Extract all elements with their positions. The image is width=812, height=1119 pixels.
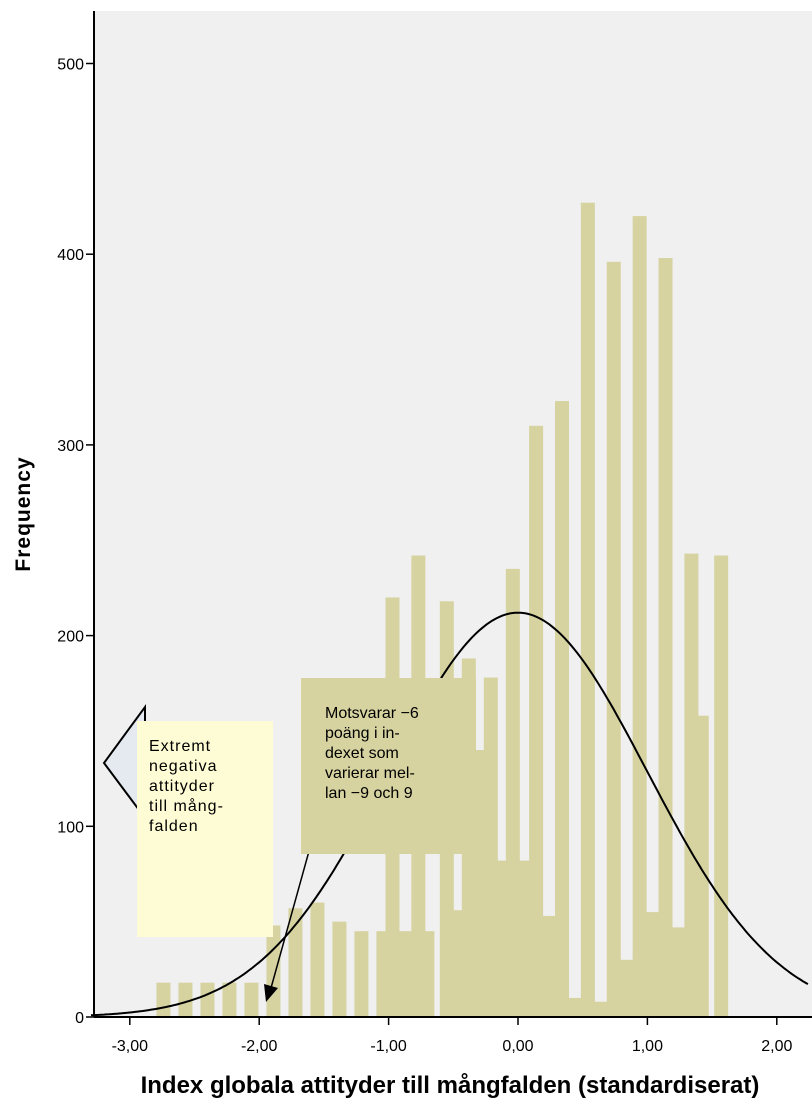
bar xyxy=(354,931,369,1017)
bar xyxy=(266,925,281,1017)
y-axis-title: Frequency xyxy=(12,456,35,571)
y-tick-label: 300 xyxy=(57,438,84,455)
y-tick-label: 200 xyxy=(57,629,84,646)
bar xyxy=(492,860,507,1017)
bar xyxy=(593,1001,608,1017)
y-tick-label: 0 xyxy=(75,1010,84,1027)
note-line: Motsvarar −6 xyxy=(325,705,419,722)
bar xyxy=(619,959,634,1017)
y-ticks: 0 100 200 300 400 500 xyxy=(57,57,94,1027)
bar xyxy=(222,982,237,1017)
bar xyxy=(398,931,413,1017)
pointer-head xyxy=(264,984,278,1002)
note-line: dexet som xyxy=(325,745,399,762)
y-tick-label: 100 xyxy=(57,819,84,836)
bar xyxy=(448,910,463,1017)
bar xyxy=(694,715,709,1017)
bar xyxy=(156,982,171,1017)
note-line: falden xyxy=(149,818,199,835)
x-tick-label: -2,00 xyxy=(241,1038,278,1055)
bar xyxy=(632,216,647,1017)
note-line: negativa xyxy=(149,758,218,775)
bar xyxy=(288,908,303,1017)
bar xyxy=(554,401,569,1017)
x-tick-label: 1,00 xyxy=(632,1038,663,1055)
bar xyxy=(671,927,686,1017)
x-tick-label: -3,00 xyxy=(112,1038,149,1055)
bar xyxy=(310,902,325,1017)
annotation-extreme-negative: Extremt negativa attityder till mång- fa… xyxy=(137,721,273,937)
bar xyxy=(505,568,520,1017)
bar xyxy=(645,912,660,1017)
x-tick-label: -1,00 xyxy=(370,1038,407,1055)
bar xyxy=(420,931,435,1017)
note-line: lan −9 och 9 xyxy=(325,785,413,802)
x-tick-label: 2,00 xyxy=(761,1038,792,1055)
bar xyxy=(542,915,557,1017)
note-line: poäng i in- xyxy=(325,725,400,742)
bar xyxy=(529,425,544,1018)
bar xyxy=(580,202,595,1017)
note-line: attityder xyxy=(149,778,215,795)
bar xyxy=(714,555,729,1017)
y-tick-label: 400 xyxy=(57,247,84,264)
bar xyxy=(606,261,621,1017)
bar xyxy=(658,258,673,1017)
x-ticks: -3,00 -2,00 -1,00 0,00 1,00 2,00 xyxy=(112,1017,792,1055)
bar xyxy=(178,982,193,1017)
normal-curve xyxy=(90,611,809,1017)
bar xyxy=(567,997,582,1017)
note-line: till mång- xyxy=(149,798,224,815)
bar xyxy=(332,921,347,1017)
note-line: Extremt xyxy=(149,738,212,755)
annotation-index-points: Motsvarar −6 poäng i in- dexet som varie… xyxy=(301,678,476,854)
y-tick-label: 500 xyxy=(57,57,84,74)
bar xyxy=(200,982,215,1017)
note-line: varierar mel- xyxy=(325,765,415,782)
bar xyxy=(244,982,259,1017)
x-axis-title: Index globala attityder till mångfalden … xyxy=(141,1072,760,1099)
x-tick-label: 0,00 xyxy=(502,1038,533,1055)
